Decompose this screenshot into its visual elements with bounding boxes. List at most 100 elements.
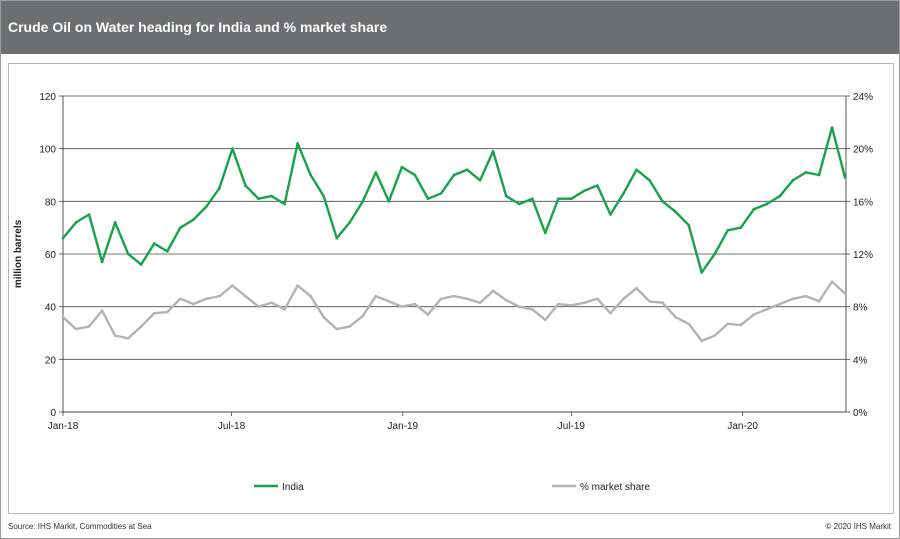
- series-segment: [87, 309, 104, 328]
- title-bar: Crude Oil on Water heading for India and…: [1, 1, 899, 54]
- data-point: [231, 284, 234, 287]
- data-point: [61, 315, 65, 319]
- data-point: [87, 325, 91, 328]
- series-segment: [596, 184, 612, 216]
- series-segment: [361, 171, 378, 203]
- data-point: [192, 302, 195, 306]
- series-segment: [804, 171, 821, 177]
- series-segment: [661, 200, 677, 214]
- data-point: [296, 142, 299, 145]
- series-segment: [452, 294, 469, 300]
- series-segment: [283, 142, 299, 206]
- series-segment: [113, 334, 130, 340]
- series-segment: [778, 179, 795, 198]
- data-point: [752, 313, 756, 316]
- series-segment: [400, 302, 417, 308]
- data-point: [648, 300, 651, 303]
- data-point: [530, 308, 534, 311]
- series-segment: [661, 301, 677, 319]
- data-point: [126, 336, 130, 340]
- y2-tick-label: 4%: [853, 355, 868, 366]
- data-point: [491, 289, 495, 293]
- data-point: [322, 194, 325, 198]
- series-segment: [231, 284, 247, 298]
- data-point: [113, 334, 117, 337]
- series-segment: [491, 150, 508, 198]
- series-segment: [244, 184, 260, 200]
- series-segment: [596, 297, 612, 315]
- series-segment: [465, 168, 482, 182]
- series-segment: [700, 334, 716, 343]
- series-segment: [791, 294, 808, 300]
- data-point: [570, 304, 573, 307]
- series-segment: [113, 221, 130, 256]
- series-segment: [335, 325, 351, 331]
- data-point: [648, 178, 651, 182]
- series-segment: [504, 298, 521, 308]
- series-segment: [126, 325, 143, 340]
- series-segment: [348, 314, 364, 328]
- data-point: [244, 294, 247, 298]
- data-point: [543, 231, 547, 235]
- x-tick-label: Jan-18: [48, 421, 79, 432]
- data-point: [478, 178, 482, 182]
- series-segment: [609, 192, 625, 216]
- series-segment: [557, 302, 573, 307]
- x-tick-label: Jan-20: [727, 421, 758, 432]
- data-point: [413, 302, 417, 306]
- series-segment: [387, 165, 404, 203]
- series-segment: [726, 226, 742, 232]
- data-point: [726, 229, 730, 232]
- data-point: [622, 192, 625, 195]
- series-segment: [348, 200, 364, 224]
- data-point: [557, 197, 560, 200]
- data-point: [322, 315, 325, 319]
- series-segment: [179, 297, 195, 306]
- data-point: [674, 210, 677, 214]
- data-point: [583, 189, 586, 193]
- series-segment: [270, 194, 286, 206]
- data-point: [830, 126, 834, 129]
- series-segment: [257, 301, 273, 308]
- data-point: [583, 301, 586, 305]
- series-segment: [635, 168, 651, 182]
- plot-panel: [8, 63, 894, 514]
- data-point: [765, 308, 769, 311]
- data-point: [126, 252, 130, 256]
- data-point: [765, 202, 769, 206]
- data-point: [830, 280, 834, 283]
- series-segment: [87, 213, 104, 264]
- series-segment: [648, 300, 664, 304]
- data-point: [296, 284, 299, 287]
- data-point: [452, 173, 456, 177]
- series-segment: [765, 194, 782, 206]
- y2-tick-label: 16%: [853, 197, 873, 208]
- data-point: [713, 252, 717, 256]
- data-point: [517, 202, 521, 206]
- x-tick-label: Jul-19: [558, 421, 586, 432]
- axis-labels: 0 20 40 60 80 100 120 0% 4% 8% 12% 16% 20% 24% Jan-18 J…: [13, 92, 873, 432]
- data-point: [61, 236, 65, 240]
- data-point: [113, 221, 117, 224]
- data-point: [543, 318, 547, 322]
- series-segment: [100, 309, 117, 337]
- y-tick-label: 0: [50, 408, 56, 419]
- data-point: [739, 226, 743, 229]
- series-segment: [713, 322, 729, 337]
- series-segment: [322, 316, 338, 331]
- series: [61, 126, 847, 343]
- series-segment: [192, 297, 208, 306]
- y-tick-label: 20: [45, 355, 57, 366]
- series-segment: [218, 147, 234, 190]
- series-segment: [74, 213, 91, 224]
- series-segment: [439, 294, 456, 300]
- series-segment: [192, 205, 208, 221]
- series-segment: [622, 168, 638, 195]
- series-india: [61, 126, 847, 274]
- data-point: [139, 325, 143, 328]
- series-segment: [830, 280, 847, 295]
- data-point: [817, 173, 821, 177]
- series-segment: [244, 294, 260, 308]
- y-tick-label: 60: [45, 250, 57, 261]
